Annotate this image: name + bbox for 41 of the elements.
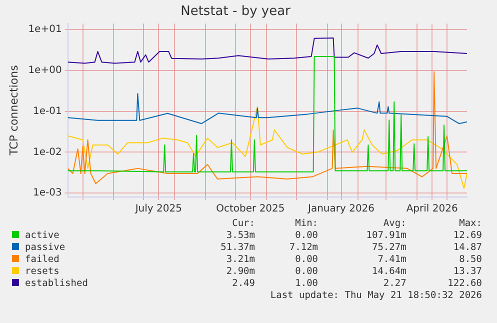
x-tick-label: October 2025 bbox=[216, 204, 285, 215]
text: 8.50 bbox=[458, 254, 482, 266]
text: 14.64m bbox=[370, 266, 406, 278]
text: 13.37 bbox=[452, 266, 482, 278]
y-tick-label: 1e-01 bbox=[32, 106, 62, 117]
text: 0.00 bbox=[294, 266, 318, 278]
text: 0.00 bbox=[294, 230, 318, 242]
text: 0.00 bbox=[294, 254, 318, 266]
legend-label: established bbox=[24, 278, 89, 290]
text: 14.87 bbox=[452, 242, 482, 254]
chart-title: Netstat - by year bbox=[180, 4, 292, 20]
text: Last update: Thu May 21 18:50:32 2026 bbox=[269, 290, 482, 302]
y-tick-label: 1e+01 bbox=[28, 24, 62, 36]
x-tick-label: July 2025 bbox=[134, 204, 182, 215]
legend-label: passive bbox=[24, 242, 66, 254]
y-axis-title: TCP connections bbox=[7, 64, 20, 156]
text: 1.00 bbox=[294, 278, 318, 290]
legend-label: resets bbox=[24, 266, 60, 278]
y-tick-label: 1e-03 bbox=[32, 188, 62, 199]
text: 3.21m bbox=[225, 254, 255, 266]
text: Cur: bbox=[231, 218, 255, 230]
text: 122.60 bbox=[446, 278, 482, 290]
text: 7.41m bbox=[376, 254, 406, 266]
text: 3.53m bbox=[225, 230, 255, 242]
text: Max: bbox=[458, 218, 482, 230]
text: 2.27 bbox=[382, 278, 406, 290]
text: 51.37m bbox=[220, 242, 255, 254]
y-tick-label: 1e+00 bbox=[28, 65, 62, 76]
legend-label: active bbox=[24, 230, 60, 242]
text: Avg: bbox=[382, 218, 406, 230]
text: 2.49 bbox=[231, 278, 255, 290]
x-tick-label: January 2026 bbox=[306, 204, 375, 215]
x-tick-label: April 2026 bbox=[406, 204, 458, 215]
text: 12.69 bbox=[452, 230, 482, 242]
text: 2.90m bbox=[225, 266, 255, 278]
text: 7.12m bbox=[288, 242, 318, 254]
text: 107.91m bbox=[365, 230, 406, 242]
legend-label: failed bbox=[24, 254, 60, 266]
y-tick-label: 1e-02 bbox=[32, 146, 62, 158]
text: Min: bbox=[294, 218, 318, 230]
text: 75.27m bbox=[370, 242, 406, 254]
